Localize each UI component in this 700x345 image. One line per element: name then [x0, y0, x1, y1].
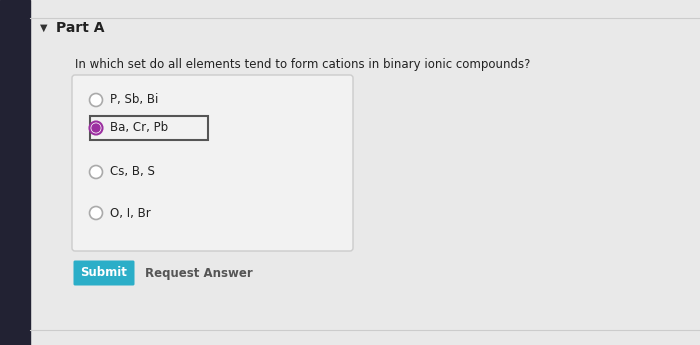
Circle shape — [90, 93, 102, 107]
Text: P, Sb, Bi: P, Sb, Bi — [110, 93, 158, 107]
Text: Part A: Part A — [56, 21, 104, 35]
Bar — [0, 0, 30, 345]
FancyBboxPatch shape — [72, 75, 353, 251]
Text: Submit: Submit — [80, 266, 127, 279]
Text: Request Answer: Request Answer — [145, 266, 253, 279]
Text: Cs, B, S: Cs, B, S — [110, 166, 155, 178]
Text: O, I, Br: O, I, Br — [110, 207, 150, 219]
Circle shape — [90, 166, 102, 178]
Text: In which set do all elements tend to form cations in binary ionic compounds?: In which set do all elements tend to for… — [75, 58, 531, 71]
Circle shape — [90, 121, 102, 135]
FancyBboxPatch shape — [74, 260, 134, 286]
Circle shape — [92, 124, 100, 132]
Text: Ba, Cr, Pb: Ba, Cr, Pb — [110, 121, 168, 135]
Text: ▼: ▼ — [40, 23, 48, 33]
Circle shape — [90, 207, 102, 219]
FancyBboxPatch shape — [90, 116, 208, 140]
